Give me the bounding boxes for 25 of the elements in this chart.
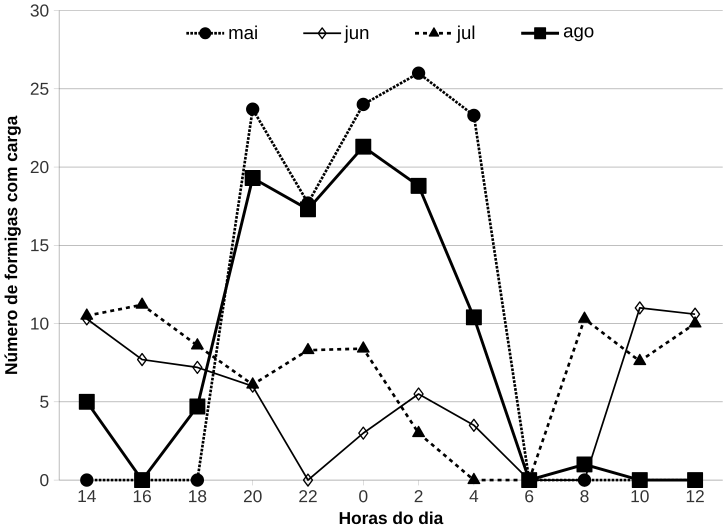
- x-tick-label: 14: [78, 490, 96, 502]
- x-tick-label: 20: [244, 490, 262, 503]
- y-tick-label: 10: [31, 318, 48, 330]
- x-tick-label: 16: [134, 490, 151, 503]
- x-tick-label: 0: [359, 490, 368, 503]
- x-tick-label: 6: [525, 490, 534, 503]
- y-tick-label: 0: [40, 474, 48, 486]
- x-tick-label: 10: [631, 490, 649, 503]
- y-tick-label: 5: [40, 396, 48, 408]
- legend-label: ago: [564, 27, 594, 42]
- x-tick-label: 4: [469, 490, 478, 502]
- x-tick-label: 8: [580, 490, 589, 503]
- x-axis-title: Horas do dia: [340, 512, 444, 524]
- x-tick-label: 12: [686, 490, 704, 502]
- y-axis-title: Número de formigas com carga: [4, 116, 21, 374]
- y-tick-label: 20: [30, 161, 48, 174]
- legend-label: jun: [344, 26, 368, 44]
- x-tick-label: 22: [299, 490, 317, 502]
- x-tick-label: 18: [189, 490, 206, 503]
- legend-label: jul: [456, 26, 474, 44]
- y-tick-label: 25: [30, 82, 48, 96]
- x-tick-label: 2: [414, 490, 423, 502]
- y-tick-label: 15: [31, 239, 48, 252]
- y-tick-label: 30: [30, 4, 48, 17]
- legend-label: mai: [229, 26, 257, 40]
